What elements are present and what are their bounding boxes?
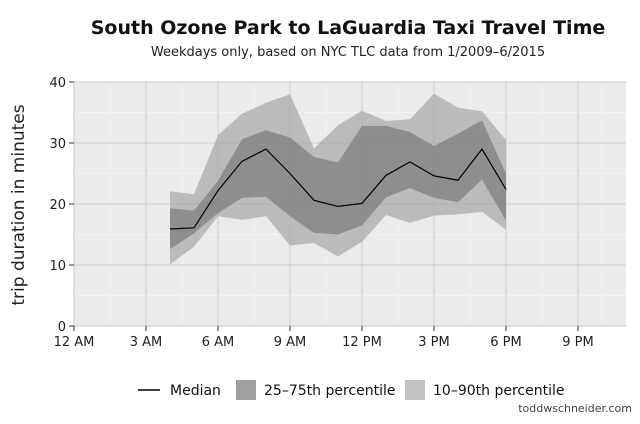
legend-label-iqr: 25–75th percentile — [264, 383, 395, 399]
band-25-75 — [170, 120, 506, 250]
percentile-bands — [170, 93, 506, 265]
y-tick-label: 10 — [49, 259, 66, 274]
y-axis-title: trip duration in minutes — [9, 104, 29, 305]
median-series — [169, 148, 507, 230]
y-tick-label: 0 — [58, 320, 66, 335]
y-tick-label: 40 — [49, 76, 66, 91]
median-line — [169, 148, 507, 230]
chart-subtitle: Weekdays only, based on NYC TLC data fro… — [151, 45, 545, 60]
y-tick-label: 20 — [49, 198, 66, 213]
x-tick-label: 3 PM — [418, 335, 449, 350]
y-tick-label: 30 — [49, 137, 66, 152]
legend-label-median: Median — [170, 383, 221, 399]
legend-key-outer — [405, 380, 425, 400]
chart-title: South Ozone Park to LaGuardia Taxi Trave… — [91, 17, 606, 39]
x-tick-label: 9 PM — [562, 335, 593, 350]
x-tick-label: 12 PM — [342, 335, 382, 350]
axis-ticks — [69, 81, 579, 331]
x-tick-label: 6 AM — [202, 335, 235, 350]
x-tick-label: 9 AM — [274, 335, 307, 350]
x-tick-label: 12 AM — [54, 335, 95, 350]
x-tick-label: 6 PM — [490, 335, 521, 350]
legend-key-iqr — [236, 380, 256, 400]
x-tick-label: 3 AM — [130, 335, 163, 350]
y-axis-tick-labels: 0 10 20 30 40 — [49, 76, 66, 335]
legend: Median 25–75th percentile 10–90th percen… — [138, 380, 564, 400]
x-axis-tick-labels: 12 AM 3 AM 6 AM 9 AM 12 PM 3 PM 6 PM 9 PM — [54, 335, 594, 350]
credit-text: toddwschneider.com — [518, 402, 632, 415]
legend-label-outer: 10–90th percentile — [433, 383, 564, 399]
